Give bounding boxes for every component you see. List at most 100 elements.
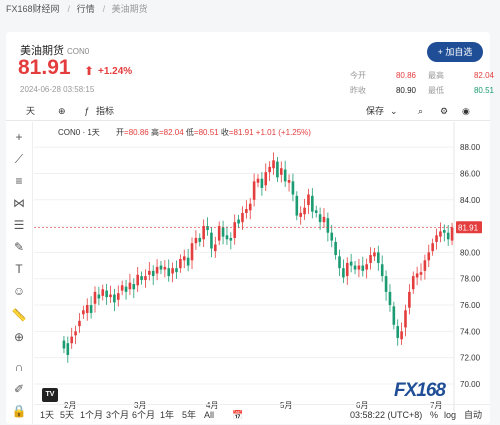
legend-open: =80.86 xyxy=(124,128,149,137)
auto-toggle[interactable]: 自动 xyxy=(464,410,483,420)
lock-icon[interactable]: 🔒 xyxy=(11,404,27,418)
candle-body xyxy=(237,219,240,224)
candle-body xyxy=(155,266,159,274)
goto-date-icon[interactable]: 📅 xyxy=(232,410,244,420)
y-tick-label: 86.00 xyxy=(460,169,481,178)
candle-body xyxy=(276,161,279,178)
chart-toolbar: 天 ⊕ ƒ 指标 保存 ⌄ ⌕ ⚙ ◉ xyxy=(6,102,490,121)
candle-body xyxy=(105,290,108,298)
tradingview-logo[interactable]: TV xyxy=(42,388,58,402)
y-tick-label: 88.00 xyxy=(460,143,481,152)
breadcrumb-section[interactable]: 行情 xyxy=(76,4,95,14)
candle-body xyxy=(82,310,85,315)
candle-body xyxy=(182,256,186,261)
candle-body xyxy=(128,282,132,290)
candle-body xyxy=(423,260,427,271)
lock-drawing-icon[interactable]: ✐ xyxy=(13,382,25,396)
high-label: 最高 xyxy=(428,71,444,80)
range-all[interactable]: All xyxy=(204,410,215,420)
candle-body xyxy=(214,244,217,252)
x-tick-label: 2月 xyxy=(64,401,76,410)
range-3m[interactable]: 3个月 xyxy=(106,410,130,420)
range-1m[interactable]: 1个月 xyxy=(80,410,104,420)
breadcrumb-home[interactable]: FX168财经网 xyxy=(6,4,60,14)
breadcrumb-separator: / xyxy=(67,4,71,14)
indicators-button[interactable]: 指标 xyxy=(96,106,115,116)
y-tick-label: 70.00 xyxy=(460,380,481,389)
y-tick-label: 84.00 xyxy=(460,196,481,205)
candle-body xyxy=(70,336,74,344)
candle-body xyxy=(435,235,438,242)
screenshot-icon[interactable]: ◉ xyxy=(462,106,470,116)
candle-body xyxy=(179,259,182,269)
brush-icon[interactable]: ✎ xyxy=(13,240,25,254)
candle-body xyxy=(392,306,396,325)
prev-close-value: 80.90 xyxy=(395,86,416,95)
range-6m[interactable]: 6个月 xyxy=(132,410,156,420)
save-button[interactable]: 保存 xyxy=(366,106,385,116)
candle-body xyxy=(140,276,143,281)
low-label: 最低 xyxy=(428,86,444,95)
candle-body xyxy=(330,232,334,241)
magnet-icon[interactable]: ∩ xyxy=(14,360,24,374)
fib-icon[interactable]: ☰ xyxy=(13,218,25,232)
candle-body xyxy=(384,276,388,292)
candle-body xyxy=(206,226,209,231)
zoom-in-icon[interactable]: ⊕ xyxy=(13,330,25,344)
candle-body xyxy=(427,252,431,261)
interval-button[interactable]: 天 xyxy=(26,106,36,116)
last-price-label: 81.91 xyxy=(458,223,479,232)
log-toggle[interactable]: log xyxy=(444,410,457,420)
candle-body xyxy=(264,172,268,186)
emoji-icon[interactable]: ☺ xyxy=(12,284,26,298)
candle-body xyxy=(62,340,66,349)
candle-body xyxy=(256,178,260,183)
range-5y[interactable]: 5年 xyxy=(182,410,197,420)
clock-readout[interactable]: 03:58:22 (UTC+8) xyxy=(350,410,423,420)
candle-body xyxy=(66,343,70,356)
candle-body xyxy=(388,291,392,306)
prev-close-label: 昨收 xyxy=(350,86,366,95)
candle-body xyxy=(400,331,403,340)
x-tick-label: 3月 xyxy=(134,401,146,410)
y-tick-label: 72.00 xyxy=(460,354,481,363)
pattern-icon[interactable]: ⋈ xyxy=(13,196,25,210)
ruler-icon[interactable]: 📏 xyxy=(11,308,27,322)
legend-symbol: CON0 · 1天 xyxy=(58,128,100,137)
legend-close: =81.91 xyxy=(228,128,254,137)
text-icon[interactable]: T xyxy=(15,262,23,276)
drawing-toolbar: + ⟋ ≡ ⋈ ☰ ✎ T ☺ 📏 ⊕ ∩ ✐ 🔒 xyxy=(6,122,33,424)
save-dropdown-icon[interactable]: ⌄ xyxy=(390,106,398,116)
candle-body xyxy=(283,169,287,182)
candle-body xyxy=(314,210,318,213)
range-1d[interactable]: 1天 xyxy=(40,410,55,420)
candle-body xyxy=(307,194,310,206)
candle-body xyxy=(194,237,198,244)
range-1y[interactable]: 1年 xyxy=(160,410,175,420)
candle-body xyxy=(198,237,202,242)
low-value: 80.51 xyxy=(473,86,494,95)
candle-body xyxy=(377,252,380,263)
settings-icon[interactable]: ⚙ xyxy=(440,106,449,116)
crosshair-icon[interactable]: + xyxy=(15,130,23,144)
range-5d[interactable]: 5天 xyxy=(60,410,75,420)
percent-toggle[interactable]: % xyxy=(430,410,439,420)
add-watchlist-button[interactable]: + 加自选 xyxy=(427,42,483,62)
breadcrumb-separator: / xyxy=(102,4,106,14)
x-tick-label: 5月 xyxy=(280,401,292,410)
candle-body xyxy=(419,272,423,275)
price-chart[interactable]: 88.0086.0084.0082.0080.0078.0076.0074.00… xyxy=(34,122,490,412)
compare-icon[interactable]: ⊕ xyxy=(58,106,66,116)
trend-line-icon[interactable]: ⟋ xyxy=(14,152,24,166)
candle-body xyxy=(342,268,345,278)
candle-body xyxy=(124,286,128,292)
candle-body xyxy=(365,264,368,270)
candle-body xyxy=(415,273,419,278)
horizontal-lines-icon[interactable]: ≡ xyxy=(15,174,23,188)
y-tick-label: 78.00 xyxy=(460,275,481,284)
legend-high: =82.04 xyxy=(158,128,184,137)
open-label: 今开 xyxy=(350,71,366,80)
candle-body xyxy=(74,331,77,336)
search-icon[interactable]: ⌕ xyxy=(418,106,424,116)
legend-high-label: 高 xyxy=(150,128,159,137)
